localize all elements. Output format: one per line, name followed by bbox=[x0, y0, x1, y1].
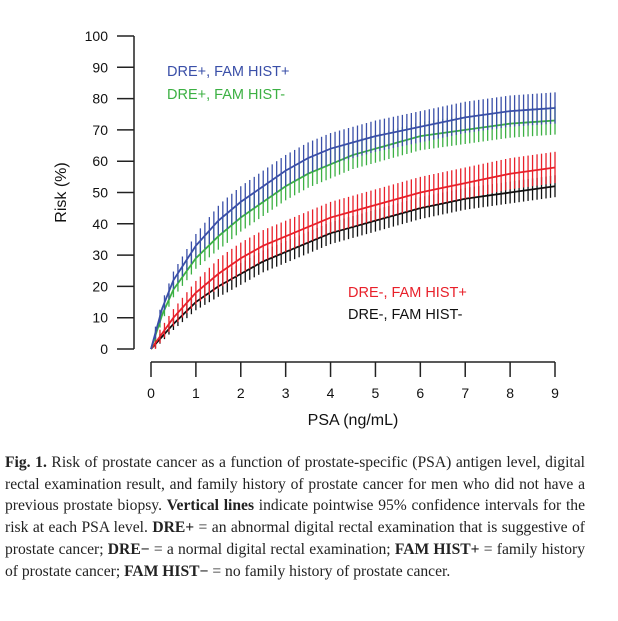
caption-bold: FAM HIST+ bbox=[394, 540, 480, 558]
y-tick-label: 0 bbox=[100, 341, 108, 357]
series-line bbox=[150, 107, 556, 350]
y-tick-label: 60 bbox=[92, 153, 108, 169]
y-tick-label: 80 bbox=[92, 91, 108, 107]
y-tick-label: 20 bbox=[92, 278, 108, 294]
x-axis-label: PSA (ng/mL) bbox=[308, 412, 399, 429]
y-tick-label: 10 bbox=[92, 310, 108, 326]
series-line bbox=[150, 119, 556, 350]
x-tick-label: 5 bbox=[372, 385, 380, 401]
caption-text: indicate pointwise 95% confidence interv… bbox=[5, 497, 586, 537]
y-tick-label: 100 bbox=[85, 28, 109, 44]
series-line bbox=[150, 166, 556, 350]
x-tick-label: 0 bbox=[147, 385, 155, 401]
y-tick-label: 50 bbox=[92, 185, 108, 201]
risk-chart: 0 10 20 30 40 50 60 70 80 90 100 Risk (%) 0 1 2 3 4 5 6 7 8 9… bbox=[53, 28, 559, 429]
x-tick-label: 2 bbox=[237, 385, 245, 401]
caption-bold: DRE+ bbox=[152, 519, 195, 537]
series-line bbox=[150, 185, 556, 350]
y-axis-label: Risk (%) bbox=[53, 162, 70, 222]
x-tick-label: 8 bbox=[506, 385, 514, 401]
y-tick-label: 40 bbox=[92, 216, 108, 232]
x-tick-label: 4 bbox=[327, 385, 335, 401]
legend-label: DRE-, FAM HIST+ bbox=[348, 285, 467, 301]
y-tick-label: 70 bbox=[92, 122, 108, 138]
caption-text: = a normal digital rectal examination; bbox=[149, 540, 395, 558]
caption-text: = no family history of prostate cancer. bbox=[208, 562, 451, 580]
x-tick-label: 1 bbox=[192, 385, 200, 401]
caption-label: Fig. 1. bbox=[5, 454, 47, 471]
caption-bold: DRE− bbox=[107, 540, 150, 558]
y-tick-label: 30 bbox=[92, 247, 108, 263]
x-tick-label: 6 bbox=[416, 385, 424, 401]
caption-text: = an abnormal digital rectal examination… bbox=[5, 519, 585, 558]
legend-label: DRE-, FAM HIST- bbox=[348, 307, 463, 323]
caption-text: = family history of prostate cancer; bbox=[5, 540, 586, 580]
caption-bold: Vertical lines bbox=[166, 497, 255, 515]
x-tick-label: 3 bbox=[282, 385, 290, 401]
x-tick-label: 9 bbox=[551, 385, 559, 401]
caption-text: Risk of prostate cancer as a function of… bbox=[5, 454, 585, 515]
legend-label: DRE+, FAM HIST+ bbox=[167, 64, 289, 80]
legend-label: DRE+, FAM HIST- bbox=[167, 87, 285, 103]
caption-bold: FAM HIST− bbox=[124, 562, 209, 580]
x-tick-label: 7 bbox=[461, 385, 469, 401]
figure-caption: Fig. 1. Risk of prostate cancer as a fun… bbox=[5, 452, 585, 582]
y-tick-label: 90 bbox=[92, 59, 108, 75]
